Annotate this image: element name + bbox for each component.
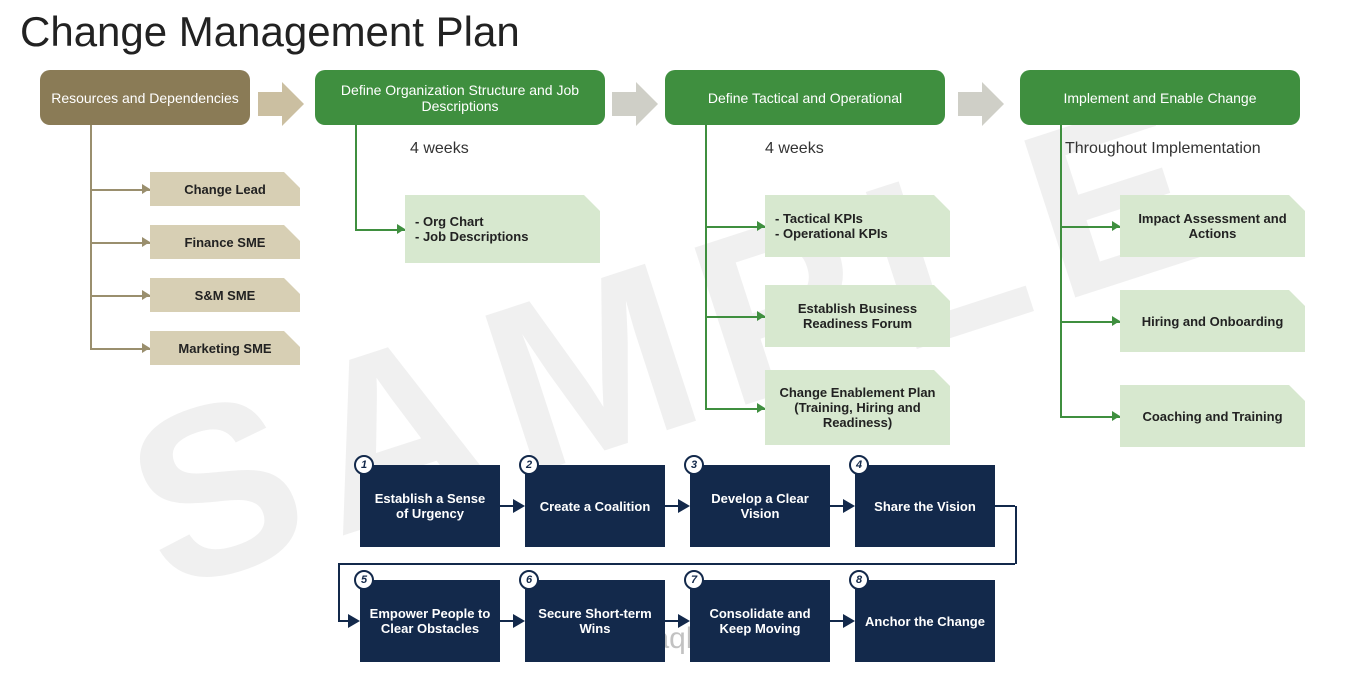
connector-h-p3-1 (705, 316, 765, 318)
kotter-step-8: Anchor the Change8 (855, 580, 995, 662)
kotter-stepnum-8: 8 (849, 570, 869, 590)
connector-arrow-p4-0 (1112, 221, 1120, 231)
k-wrap-a (995, 505, 1015, 507)
connector-arrow-p3-1 (757, 311, 765, 321)
connector-trunk-p4 (1060, 125, 1062, 416)
connector-h-p4-2 (1060, 416, 1120, 418)
page-title: Change Management Plan (20, 8, 520, 56)
kotter-arrow-r2-6 (843, 614, 855, 628)
connector-trunk-p1 (90, 125, 92, 348)
kotter-step-2: Create a Coalition2 (525, 465, 665, 547)
connector-arrow-p4-1 (1112, 316, 1120, 326)
kotter-arrow-r1-2 (843, 499, 855, 513)
kotter-stepnum-4: 4 (849, 455, 869, 475)
connector-arrow-p1-1 (142, 237, 150, 247)
kotter-step-6: Secure Short-term Wins6 (525, 580, 665, 662)
kotter-arrow-r1-1 (678, 499, 690, 513)
connector-h-p4-1 (1060, 321, 1120, 323)
connector-arrow-p3-2 (757, 403, 765, 413)
connector-arrow-p1-2 (142, 290, 150, 300)
phase-p1: Resources and Dependencies (40, 70, 250, 125)
phase-duration-p2: 4 weeks (410, 140, 469, 158)
phase-arrow-2 (958, 82, 1008, 126)
sub-p3-2: Change Enablement Plan (Training, Hiring… (765, 370, 950, 445)
kotter-stepnum-5: 5 (354, 570, 374, 590)
kotter-stepnum-7: 7 (684, 570, 704, 590)
phase-p4: Implement and Enable Change (1020, 70, 1300, 125)
connector-h-p3-2 (705, 408, 765, 410)
kotter-stepnum-1: 1 (354, 455, 374, 475)
kotter-arrow-r2-4 (513, 614, 525, 628)
connector-arrow-p1-0 (142, 184, 150, 194)
k-wrap-d (338, 564, 340, 622)
sub-p3-1: Establish Business Readiness Forum (765, 285, 950, 347)
kotter-stepnum-2: 2 (519, 455, 539, 475)
sub-p1-2: S&M SME (150, 278, 300, 312)
phase-duration-p4: Throughout Implementation (1065, 140, 1261, 158)
connector-h-p1-3 (90, 348, 150, 350)
sub-p1-1: Finance SME (150, 225, 300, 259)
k-wrap-arrow (348, 614, 360, 628)
k-wrap-c (338, 563, 1015, 565)
kotter-stepnum-6: 6 (519, 570, 539, 590)
phase-arrow-1 (612, 82, 662, 126)
connector-trunk-p2 (355, 125, 357, 229)
kotter-arrow-r2-5 (678, 614, 690, 628)
phase-p3: Define Tactical and Operational (665, 70, 945, 125)
k-wrap-b (1015, 506, 1017, 564)
connector-arrow-p3-0 (757, 221, 765, 231)
sub-p4-1: Hiring and Onboarding (1120, 290, 1305, 352)
connector-h-p4-0 (1060, 226, 1120, 228)
kotter-step-3: Develop a Clear Vision3 (690, 465, 830, 547)
kotter-step-4: Share the Vision4 (855, 465, 995, 547)
phase-p2: Define Organization Structure and Job De… (315, 70, 605, 125)
connector-arrow-p4-2 (1112, 411, 1120, 421)
phase-duration-p3: 4 weeks (765, 140, 824, 158)
sub-p4-2: Coaching and Training (1120, 385, 1305, 447)
connector-h-p3-0 (705, 226, 765, 228)
kotter-step-1: Establish a Sense of Urgency1 (360, 465, 500, 547)
sub-p4-0: Impact Assessment and Actions (1120, 195, 1305, 257)
connector-h-p1-2 (90, 295, 150, 297)
kotter-step-7: Consolidate and Keep Moving7 (690, 580, 830, 662)
connector-h-p1-0 (90, 189, 150, 191)
sub-p2-0: Org ChartJob Descriptions (405, 195, 600, 263)
connector-arrow-p1-3 (142, 343, 150, 353)
kotter-arrow-r1-0 (513, 499, 525, 513)
sub-p1-0: Change Lead (150, 172, 300, 206)
connector-trunk-p3 (705, 125, 707, 408)
kotter-step-5: Empower People to Clear Obstacles5 (360, 580, 500, 662)
kotter-stepnum-3: 3 (684, 455, 704, 475)
sub-p1-3: Marketing SME (150, 331, 300, 365)
sub-p3-0: Tactical KPIsOperational KPIs (765, 195, 950, 257)
connector-h-p1-1 (90, 242, 150, 244)
phase-arrow-0 (258, 82, 308, 126)
connector-arrow-p2-0 (397, 224, 405, 234)
